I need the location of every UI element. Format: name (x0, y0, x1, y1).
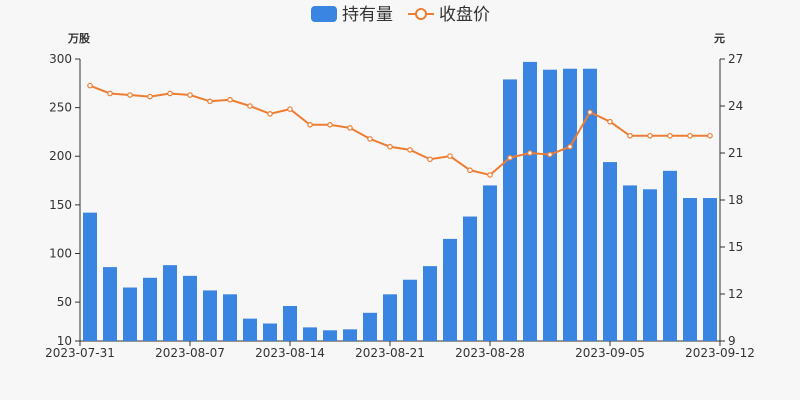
right-y-tick-label: 27 (728, 52, 743, 66)
right-y-tick-label: 21 (728, 146, 743, 160)
holding-bar[interactable] (83, 212, 97, 341)
left-y-tick-label: 50 (57, 295, 72, 309)
holding-bar[interactable] (523, 61, 537, 342)
close-price-point[interactable] (227, 96, 233, 103)
holding-bar[interactable] (543, 69, 557, 342)
right-axis-unit: 元 (714, 32, 725, 45)
holding-bar[interactable] (323, 330, 337, 341)
holding-bar[interactable] (263, 323, 277, 341)
holding-bar[interactable] (643, 189, 657, 341)
close-price-point[interactable] (367, 136, 373, 142)
close-price-point[interactable] (347, 125, 353, 131)
holding-bar[interactable] (603, 162, 617, 341)
close-price-point[interactable] (427, 156, 433, 163)
holding-bar[interactable] (403, 279, 417, 341)
holding-bar[interactable] (283, 305, 297, 341)
close-price-point[interactable] (407, 147, 413, 153)
legend-line-marker[interactable] (415, 8, 427, 20)
holding-bar[interactable] (583, 68, 597, 342)
holding-bar[interactable] (363, 312, 377, 341)
close-price-point[interactable] (307, 122, 313, 128)
close-price-point[interactable] (247, 103, 253, 109)
x-tick-label: 2023-08-14 (255, 346, 325, 360)
right-y-tick-label: 15 (728, 240, 743, 254)
close-price-point[interactable] (507, 154, 513, 161)
holding-bar[interactable] (623, 185, 637, 341)
close-price-point[interactable] (147, 93, 153, 100)
left-y-tick-label: 250 (49, 101, 72, 115)
holding-bar[interactable] (163, 265, 177, 341)
legend[interactable]: 持有量 收盘价 (311, 5, 490, 25)
close-price-point[interactable] (647, 132, 653, 139)
close-price-point[interactable] (587, 109, 593, 116)
close-price-point[interactable] (527, 150, 533, 156)
close-price-point[interactable] (167, 90, 173, 97)
holding-bar[interactable] (143, 277, 157, 341)
close-price-point[interactable] (667, 132, 673, 139)
holding-bar[interactable] (123, 287, 137, 341)
holding-bar[interactable] (503, 79, 517, 342)
holding-bar[interactable] (223, 294, 237, 341)
holding-bar[interactable] (243, 318, 257, 341)
x-tick-label: 2023-08-07 (155, 346, 225, 360)
left-y-tick-label: 300 (49, 52, 72, 66)
close-price-point[interactable] (607, 118, 613, 125)
left-y-tick-label: 100 (49, 246, 72, 260)
holding-bar[interactable] (443, 238, 457, 341)
legend-bar-label[interactable]: 持有量 (342, 5, 393, 25)
left-axis-unit: 万股 (67, 32, 91, 45)
close-price-point[interactable] (287, 106, 293, 112)
close-price-point[interactable] (187, 92, 193, 98)
holding-bar[interactable] (183, 275, 197, 341)
x-tick-label: 2023-08-21 (355, 346, 425, 360)
close-price-point[interactable] (547, 151, 553, 158)
close-price-point[interactable] (687, 132, 693, 139)
plot-area: 10 50 100 150 200 250 300 9 12 15 18 21 24 27 2023-07-… (45, 52, 755, 360)
left-y-tick-label: 10 (57, 334, 72, 348)
holding-bar[interactable] (343, 329, 357, 341)
close-price-point[interactable] (467, 167, 473, 174)
x-tick-label: 2023-07-31 (45, 346, 115, 360)
close-price-point[interactable] (447, 153, 453, 159)
x-tick-label: 2023-09-05 (575, 346, 645, 360)
left-y-tick-label: 150 (49, 198, 72, 212)
close-price-line (89, 84, 710, 177)
close-price-point[interactable] (487, 172, 493, 178)
close-price-point[interactable] (567, 143, 573, 150)
left-y-tick-label: 200 (49, 149, 72, 163)
right-y-tick-label: 9 (728, 334, 736, 348)
close-price-point[interactable] (107, 90, 113, 97)
holding-bar[interactable] (463, 216, 477, 341)
legend-line-label[interactable]: 收盘价 (439, 5, 490, 25)
holding-bar[interactable] (483, 185, 497, 341)
close-price-point[interactable] (627, 132, 633, 139)
close-price-point[interactable] (207, 98, 213, 105)
right-y-tick-label: 24 (728, 99, 743, 113)
holding-bar[interactable] (663, 170, 677, 341)
holding-bar[interactable] (203, 290, 217, 341)
close-price-point[interactable] (387, 143, 393, 150)
holding-bar[interactable] (703, 198, 717, 341)
close-price-point[interactable] (267, 111, 273, 117)
holding-bar[interactable] (303, 327, 317, 341)
holding-bar[interactable] (383, 294, 397, 341)
holding-bar[interactable] (103, 267, 117, 341)
close-price-point[interactable] (327, 122, 333, 128)
x-tick-label: 2023-08-28 (455, 346, 525, 360)
close-price-point[interactable] (707, 132, 713, 139)
close-price-point[interactable] (127, 92, 133, 98)
right-y-tick-label: 18 (728, 193, 743, 207)
right-y-tick-label: 12 (728, 287, 743, 301)
close-price-point[interactable] (87, 82, 93, 89)
holding-bar[interactable] (423, 266, 437, 341)
legend-bar-swatch[interactable] (311, 6, 337, 22)
holding-bar[interactable] (563, 68, 577, 342)
holding-bar[interactable] (683, 198, 697, 341)
x-tick-label: 2023-09-12 (685, 346, 755, 360)
